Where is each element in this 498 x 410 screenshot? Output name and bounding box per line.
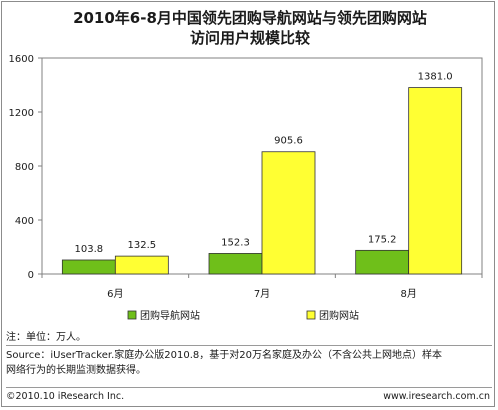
x-axis: 6月 7月 8月 [41, 274, 483, 300]
separator-top [6, 345, 492, 346]
source-line2: 网络行为的长期监测数据获得。 [6, 365, 146, 376]
bar-0-0 [61, 259, 116, 275]
data-label: 1381.0 [418, 72, 453, 83]
x-tick-label: 7月 [254, 288, 270, 300]
y-tick-label: 0 [28, 270, 34, 281]
legend-label: 团购导航网站 [140, 309, 200, 322]
y-tick-label: 1200 [9, 108, 34, 119]
bar-1-2 [408, 87, 463, 275]
legend-label: 团购网站 [319, 309, 359, 322]
legend: 团购导航网站 团购网站 [127, 309, 359, 322]
x-tick-label: 6月 [107, 288, 123, 300]
source-note: Source：iUserTracker.家庭办公版2010.8，基于对20万名家… [6, 348, 492, 378]
y-axis: 0 400 800 1200 1600 [9, 54, 42, 281]
source-line1: Source：iUserTracker.家庭办公版2010.8，基于对20万名家… [6, 350, 442, 361]
bar-1-0 [114, 255, 169, 275]
bar-1-1 [261, 151, 316, 275]
separator-bottom [6, 387, 492, 388]
data-label: 152.3 [221, 237, 250, 248]
chart-title: 2010年6-8月中国领先团购导航网站与领先团购网站 访问用户规模比较 [2, 8, 498, 48]
plot-area: 103.8 132.5 152.3 905.6 175.2 1381.0 [41, 57, 483, 275]
bar-0-2 [355, 249, 410, 275]
unit-note: 注：单位：万人。 [6, 332, 86, 343]
chart-title-line1: 2010年6-8月中国领先团购导航网站与领先团购网站 [73, 9, 427, 27]
data-label: 103.8 [75, 244, 104, 255]
x-tick-label: 8月 [400, 288, 416, 300]
legend-swatch [306, 310, 316, 320]
bar-0-1 [208, 253, 263, 275]
copyright-text: ©2010.10 iResearch Inc. [6, 391, 125, 402]
data-label: 905.6 [274, 136, 303, 147]
y-tick-label: 1600 [9, 54, 34, 65]
data-label: 132.5 [128, 240, 157, 251]
legend-swatch [127, 310, 137, 320]
data-label: 175.2 [368, 234, 397, 245]
y-tick-label: 400 [15, 216, 34, 227]
website-text: www.iresearch.com.cn [383, 391, 490, 402]
chart-title-line2: 访问用户规模比较 [189, 29, 310, 47]
bar-chart: 0 400 800 1200 1600 103.8 132.5 152.3 905.6 175.… [9, 54, 483, 322]
y-tick-label: 800 [15, 162, 34, 173]
